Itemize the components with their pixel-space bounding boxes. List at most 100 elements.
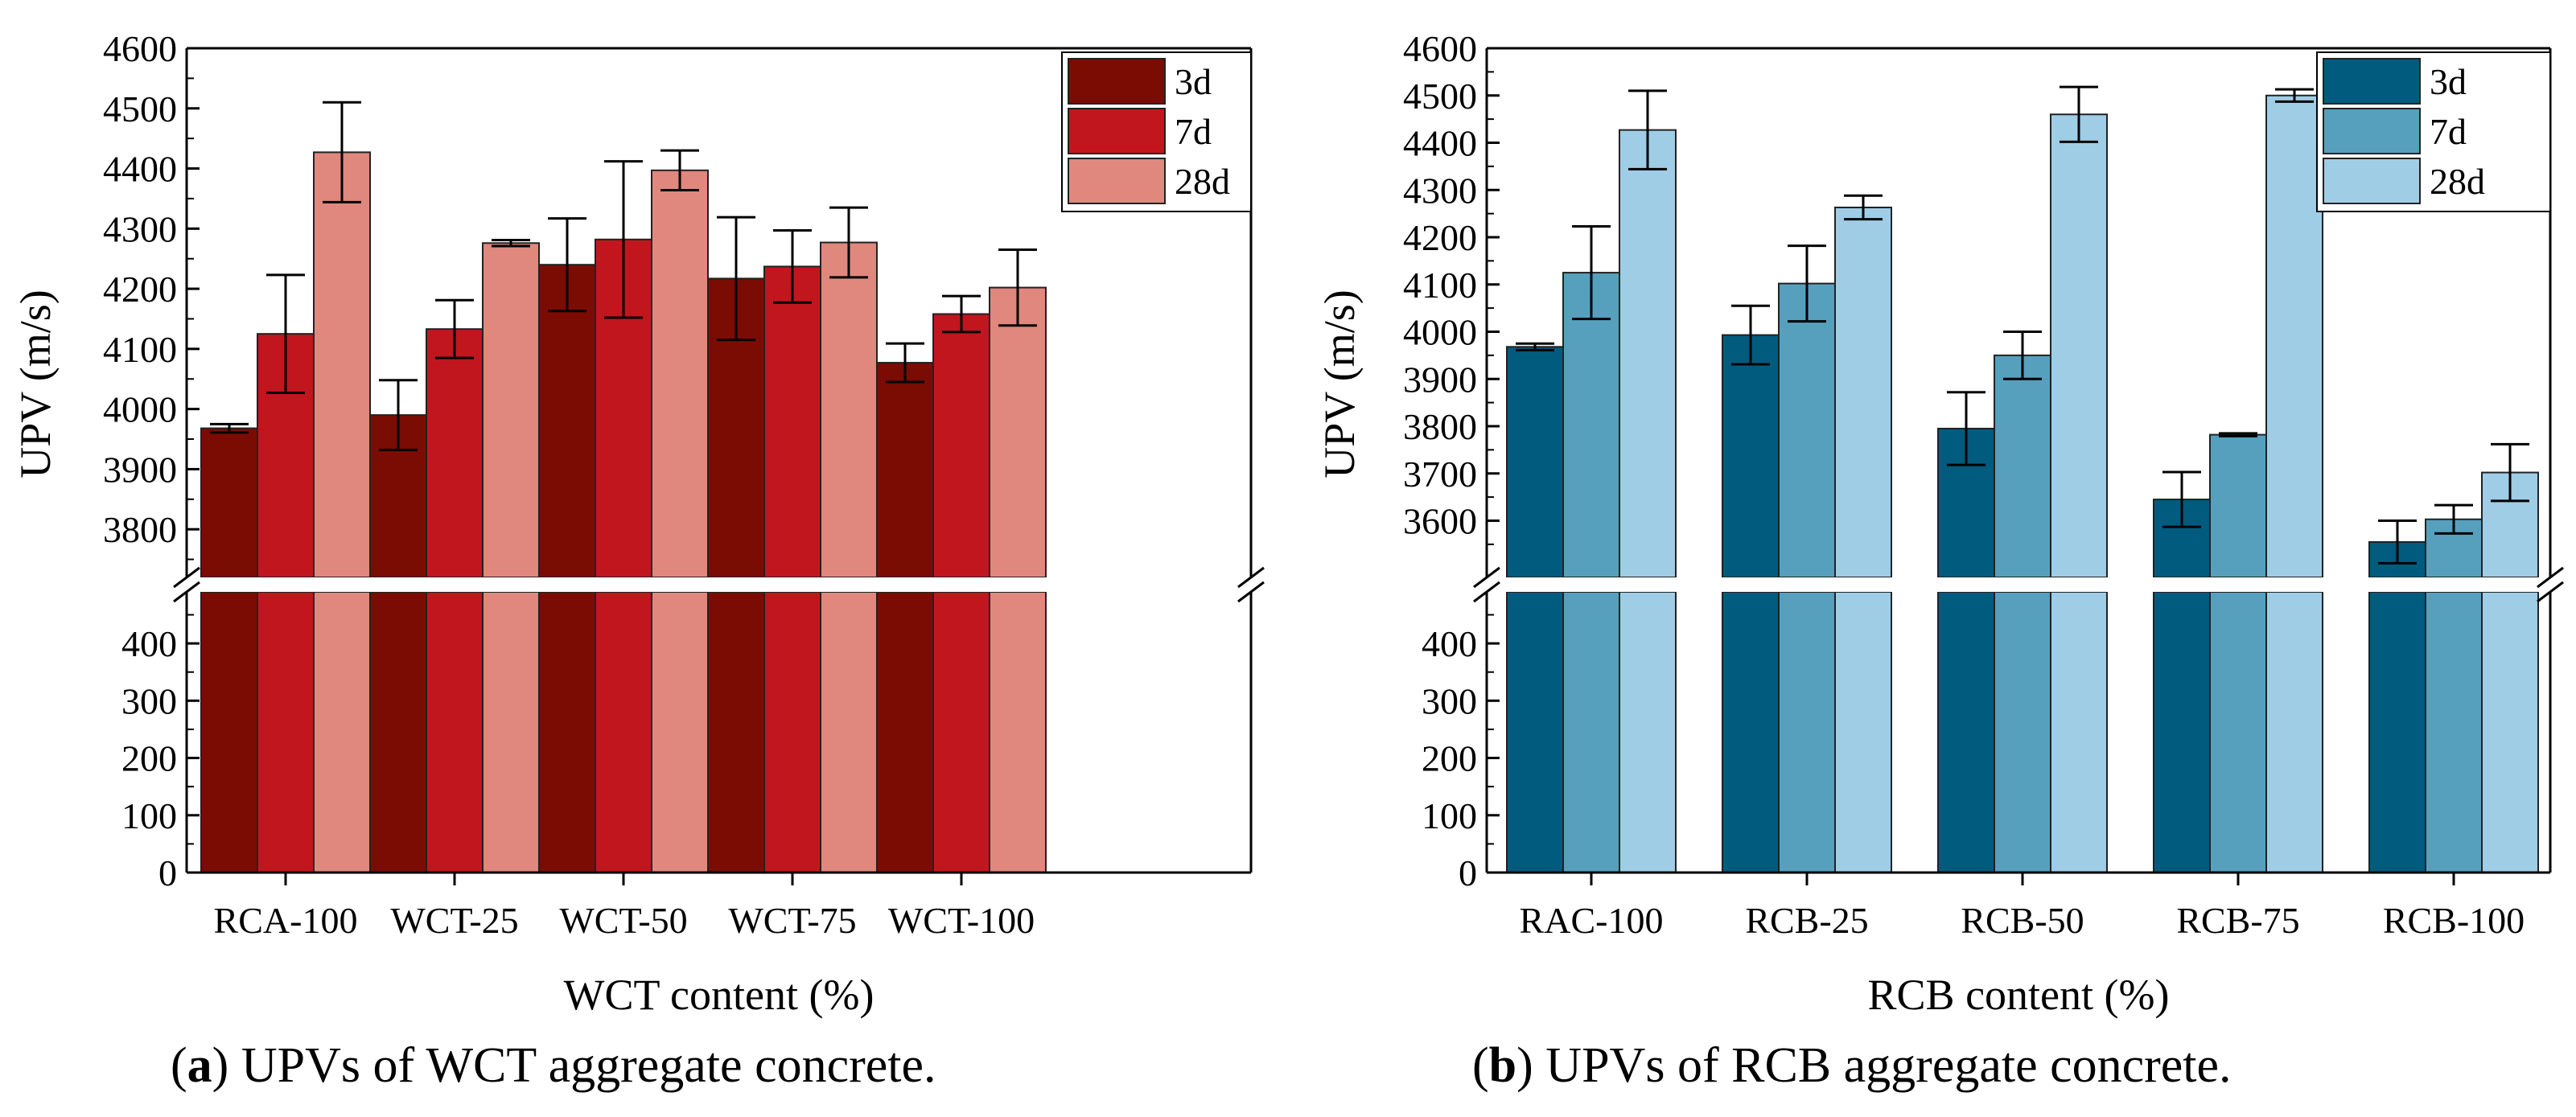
y-tick-label: 4400 [1403,123,1477,164]
bar-lower [1778,591,1836,873]
panel-caption: (a) UPVs of WCT aggregate concrete. [171,1038,936,1093]
axis-break-mark [2537,581,2564,603]
bar [820,241,878,578]
legend-swatch [2323,158,2421,204]
bar-lower [876,591,934,873]
panel-b-chart: 3600370038003900400041004200430044004500… [1315,28,2564,1093]
x-tick-label: WCT-100 [888,900,1035,941]
bar [2050,113,2108,578]
bar-lower [763,591,821,873]
y-tick-label: 100 [1422,795,1477,836]
y-tick-label: 3900 [1403,359,1477,400]
bar-lower [989,591,1047,873]
axis-break-gap [1482,577,2555,592]
x-tick-label: RCA-100 [214,900,358,941]
legend-label: 3d [1175,61,1212,102]
bar [2209,433,2267,579]
legend-label: 3d [2430,61,2467,102]
y-tick-label: 300 [121,680,177,721]
y-tick-label: 4100 [103,329,177,370]
y-tick-label: 200 [121,738,177,779]
bar [1619,129,1677,578]
bar-lower [1994,591,2051,873]
bar-lower [1722,591,1780,873]
y-tick-label: 4000 [103,389,177,430]
bar-lower [1619,591,1677,873]
x-tick-label: RCB-75 [2176,900,2299,941]
bar-lower [1506,591,1564,873]
y-tick-label: 4100 [1403,265,1477,306]
y-tick-label: 4000 [1403,312,1477,353]
bar [876,362,934,578]
x-tick-label: WCT-25 [390,900,518,941]
caption-panel-letter: a [187,1038,212,1093]
y-tick-label: 100 [121,795,177,836]
axis-break-mark [2537,566,2564,589]
y-tick-label: 4500 [103,88,177,129]
bar-lower [538,591,596,873]
axis-break-mark [1473,581,1500,603]
y-axis-title: UPV (m/s) [1315,290,1364,478]
bar-lower [820,591,878,873]
legend-label: 28d [2430,161,2485,202]
bar [651,169,709,578]
y-tick-label: 4400 [103,149,177,190]
bar-lower [2153,591,2211,873]
bar-lower [426,591,484,873]
bar-lower [932,591,990,873]
bar-lower [369,591,427,873]
bar-lower [2481,591,2539,873]
panel-a-chart: 3800 3900 4000 4100 4200 4300 4400 4500 4600 0 100… [11,28,1265,1093]
y-tick-label: 4500 [1403,76,1477,117]
x-tick-label: RAC-100 [1520,900,1664,941]
bar [763,265,821,578]
legend-label: 28d [1175,161,1230,202]
bar-lower [2368,591,2426,873]
y-tick-label: 200 [1422,738,1477,779]
bar-lower [482,591,540,873]
y-tick-label: 4300 [1403,170,1477,211]
y-tick-label: 4600 [103,28,177,69]
x-axis-title: WCT content (%) [564,971,874,1019]
axis-break-gap [182,577,1256,592]
legend-swatch [2323,58,2421,105]
x-tick-label: RCB-50 [1961,900,2084,941]
bar [1506,346,1564,578]
y-tick-label: 4300 [103,208,177,249]
bar [482,242,540,578]
bar-lower [651,591,709,873]
legend-swatch [1068,58,1166,105]
y-tick-label: 3700 [1403,454,1477,495]
y-tick-label: 4200 [1403,217,1477,258]
bar-lower [707,591,765,873]
y-tick-label: 400 [1422,623,1477,664]
y-tick-label: 300 [1422,680,1477,721]
y-tick-label: 3600 [1403,501,1477,542]
bar [313,151,371,578]
legend-swatch [1068,158,1166,204]
caption-paren-open: ( [171,1038,187,1093]
x-tick-label: RCB-100 [2383,900,2525,941]
bar [1722,334,1780,578]
x-axis-title: RCB content (%) [1868,971,2170,1019]
bar [1994,354,2051,578]
caption-text: UPVs of RCB aggregate concrete. [1545,1038,2231,1093]
bar-lower [200,591,258,873]
y-tick-label: 3800 [103,509,177,550]
bar-lower [257,591,315,873]
axis-break-mark [173,566,200,589]
bar-lower [2425,591,2483,873]
y-tick-label: 400 [121,623,177,664]
bar-lower [595,591,652,873]
bar [1778,282,1836,578]
panel-caption: (b) UPVs of RCB aggregate concrete. [1472,1038,2232,1093]
legend-swatch [2323,108,2421,154]
axis-break-mark [1237,566,1265,589]
legend-label: 7d [2430,111,2467,152]
legend-label: 7d [1175,111,1212,152]
y-tick-label: 0 [1459,852,1477,893]
x-tick-label: WCT-50 [559,900,687,941]
bar [989,286,1047,578]
bar-lower [1562,591,1620,873]
